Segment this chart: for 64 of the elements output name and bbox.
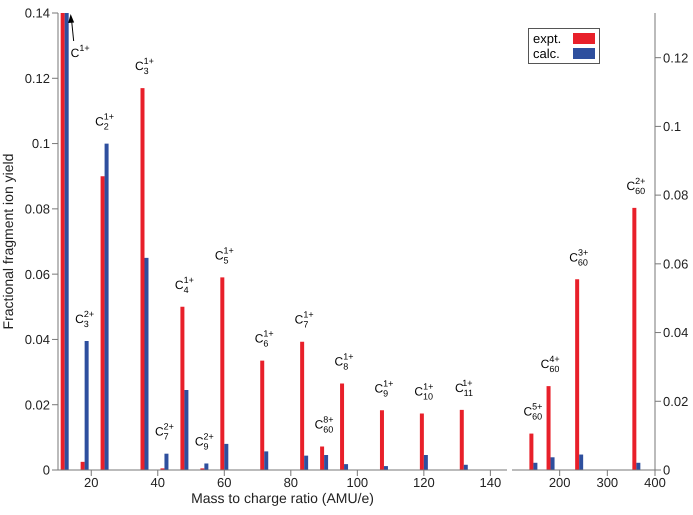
bar [636, 462, 640, 470]
bar [380, 410, 384, 470]
x-tick-label: 20 [84, 475, 98, 490]
y-tick-label: 0.14 [24, 6, 50, 21]
legend-label: expt. [533, 31, 562, 46]
annotation: C$^{1+}$ [70, 43, 90, 60]
x-tick-label: 140 [480, 475, 502, 490]
y-tick-label: 0.06 [24, 266, 50, 282]
bar [460, 410, 464, 470]
bar [533, 462, 538, 470]
y-tick-label: 0.1 [663, 119, 682, 134]
bar [579, 454, 584, 470]
bar [224, 444, 228, 470]
x-tick-label: 40 [150, 475, 166, 490]
y-tick-label: 0.12 [663, 50, 688, 66]
x-tick-label: 60 [217, 475, 232, 490]
bar [204, 463, 208, 470]
bar [324, 454, 328, 470]
y-tick-label: 0.02 [24, 397, 50, 412]
bar [575, 279, 580, 470]
y-axis-title: Fractional fragment ion yield [0, 154, 16, 330]
y-tick-label: 0 [663, 462, 670, 478]
y-tick-label: 0.02 [663, 394, 688, 409]
bar [300, 342, 304, 470]
bar [304, 456, 308, 470]
bar [100, 176, 105, 470]
bar [264, 451, 268, 470]
bar [632, 208, 636, 470]
bar [164, 454, 168, 470]
y-tick-label: 0.08 [663, 188, 688, 203]
bar [140, 88, 144, 470]
y-tick-label: 0.06 [663, 256, 688, 272]
bar [220, 277, 224, 470]
bar [420, 414, 424, 470]
bar [546, 386, 551, 470]
y-tick-label: 0.04 [24, 332, 50, 348]
y-tick-label: 0.1 [32, 136, 50, 152]
bar [180, 306, 184, 470]
bar [84, 341, 89, 470]
bar [104, 144, 109, 470]
y-tick-label: 0.04 [663, 325, 688, 340]
legend-label: calc. [533, 46, 561, 61]
bar [184, 390, 188, 470]
bar [340, 383, 344, 470]
bar [529, 434, 534, 470]
y-tick-label: 0.08 [24, 201, 50, 216]
y-tick-label: 0 [42, 462, 50, 478]
bar [320, 446, 324, 470]
bar [260, 360, 264, 470]
x-tick-label: 400 [644, 475, 666, 490]
x-tick-label: 300 [596, 475, 618, 490]
x-tick-label: 200 [548, 475, 571, 490]
bar [344, 464, 348, 470]
y-tick-label: 0.12 [24, 70, 50, 86]
bar [64, 13, 69, 470]
bar [80, 462, 85, 470]
x-axis-title: Mass to charge ratio (AMU/e) [191, 490, 374, 506]
bar [424, 454, 428, 470]
bar [550, 457, 555, 470]
bar [60, 13, 65, 470]
x-tick-label: 80 [284, 475, 298, 490]
bar [144, 258, 148, 470]
x-tick-label: 100 [346, 475, 368, 490]
x-tick-label: 120 [413, 475, 435, 490]
